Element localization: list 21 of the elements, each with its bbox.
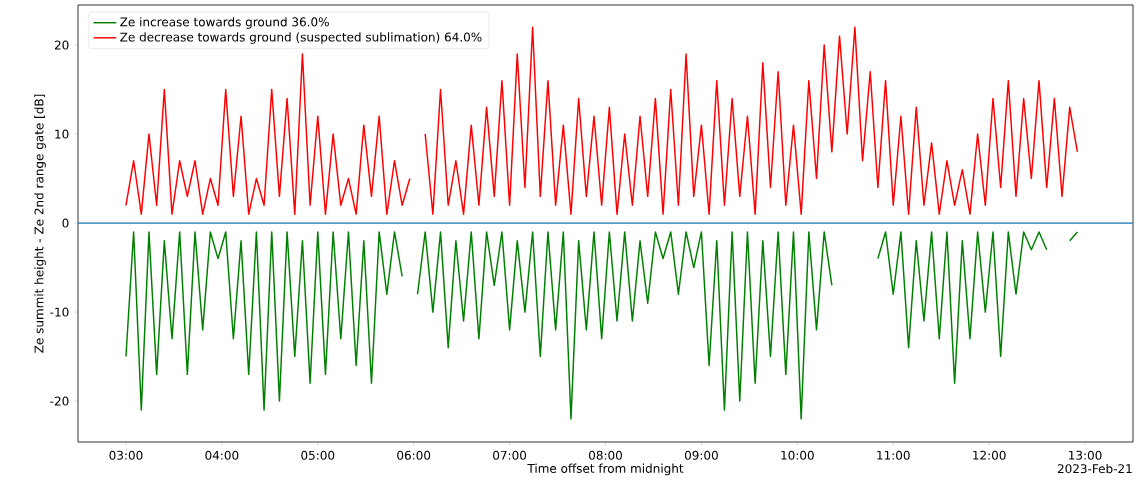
x-tick-label: 07:00	[493, 450, 527, 460]
x-axis-title: Time offset from midnight	[527, 463, 684, 476]
y-tick-label: 10	[55, 129, 69, 139]
x-tick-label: 06:00	[397, 450, 431, 460]
x-tick-label: 03:00	[109, 450, 143, 460]
x-tick-label: 05:00	[301, 450, 335, 460]
x-tick-label: 11:00	[877, 450, 910, 460]
x-tick-label: 08:00	[589, 450, 622, 460]
x-tick-label: 10:00	[781, 450, 814, 460]
x-tick-label: 13:00	[1069, 450, 1102, 460]
y-tick-label: 20	[54, 40, 69, 50]
y-axis-title: Ze summit height - Ze 2nd range gate [dB]	[34, 94, 46, 353]
legend-label: Ze decrease towards ground (suspected sublimation) 64.0%	[120, 32, 482, 44]
x-tick-label: 04:00	[205, 450, 239, 460]
x-tick-label: 12:00	[973, 450, 1006, 460]
text: 2023-Feb-21	[1057, 463, 1132, 474]
y-tick-label: -10	[50, 307, 69, 317]
y-tick-label: -20	[50, 396, 69, 406]
y-tick-label: 0	[62, 218, 69, 228]
legend-label: Ze increase towards ground 36.0%	[120, 17, 329, 29]
x-tick-label: 09:00	[684, 450, 718, 460]
